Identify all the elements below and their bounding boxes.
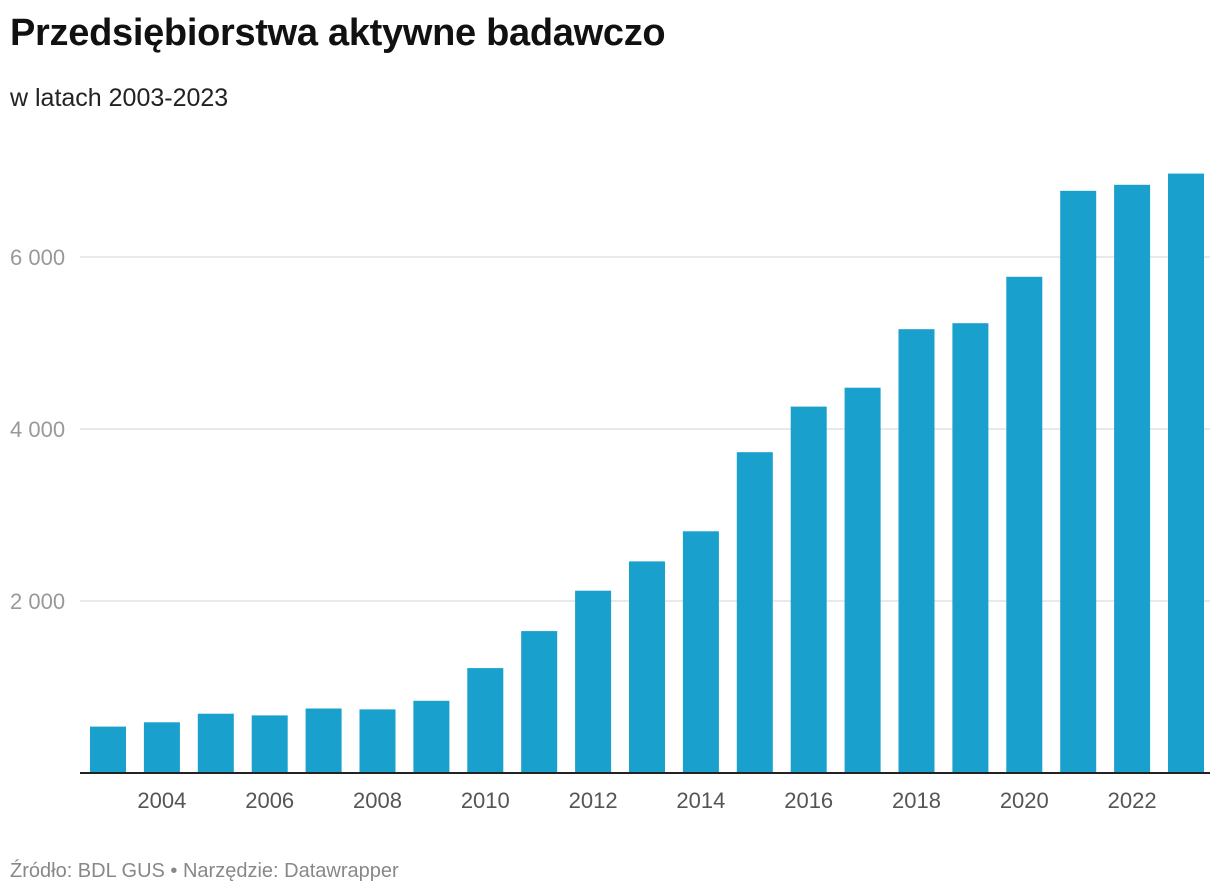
x-tick-label: 2004: [137, 788, 186, 813]
bar-2009: [413, 700, 450, 773]
x-tick-label: 2018: [892, 788, 941, 813]
x-tick-label: 2022: [1108, 788, 1157, 813]
bar-2016: [790, 406, 827, 773]
y-axis-ticks: 2 000 4 000 6 000: [10, 245, 65, 614]
x-tick-label: 2014: [676, 788, 725, 813]
bar-2008: [359, 709, 396, 773]
x-tick-label: 2008: [353, 788, 402, 813]
bar-2004: [143, 722, 180, 773]
bar-2003: [90, 726, 126, 773]
chart-title: Przedsiębiorstwa aktywne badawczo: [10, 12, 666, 54]
bar-2005: [197, 713, 234, 773]
bar-chart: 2 000 4 000 6 000 2004 2006 2008 2010 2012 2014…: [10, 173, 1210, 813]
bar-2014: [682, 531, 719, 773]
bar-2023: [1168, 173, 1204, 774]
bar-2021: [1060, 190, 1097, 774]
x-tick-label: 2020: [1000, 788, 1049, 813]
x-tick-label: 2016: [784, 788, 833, 813]
bar-2013: [629, 561, 665, 773]
bar-2018: [898, 329, 935, 773]
y-tick-label: 6 000: [10, 245, 65, 270]
x-tick-label: 2006: [245, 788, 294, 813]
bar-2011: [521, 631, 558, 773]
chart-subtitle: w latach 2003-2023: [10, 84, 229, 112]
bar-2012: [575, 590, 612, 773]
bar-2017: [844, 387, 881, 773]
source-note: Źródło: BDL GUS • Narzędzie: Datawrapper: [10, 860, 399, 882]
x-axis-ticks: 2004 2006 2008 2010 2012 2014 2016 2018 2020 2022: [137, 788, 1156, 813]
y-tick-label: 4 000: [10, 417, 65, 442]
bar-2010: [467, 668, 504, 773]
x-tick-label: 2010: [461, 788, 510, 813]
bar-2007: [305, 708, 342, 773]
bar-2022: [1114, 184, 1151, 774]
y-tick-label: 2 000: [10, 589, 65, 614]
bar-2019: [952, 323, 989, 773]
bars: [90, 173, 1204, 774]
bar-2020: [1006, 276, 1043, 773]
x-tick-label: 2012: [569, 788, 618, 813]
bar-2015: [736, 452, 773, 773]
bar-2006: [251, 715, 288, 773]
